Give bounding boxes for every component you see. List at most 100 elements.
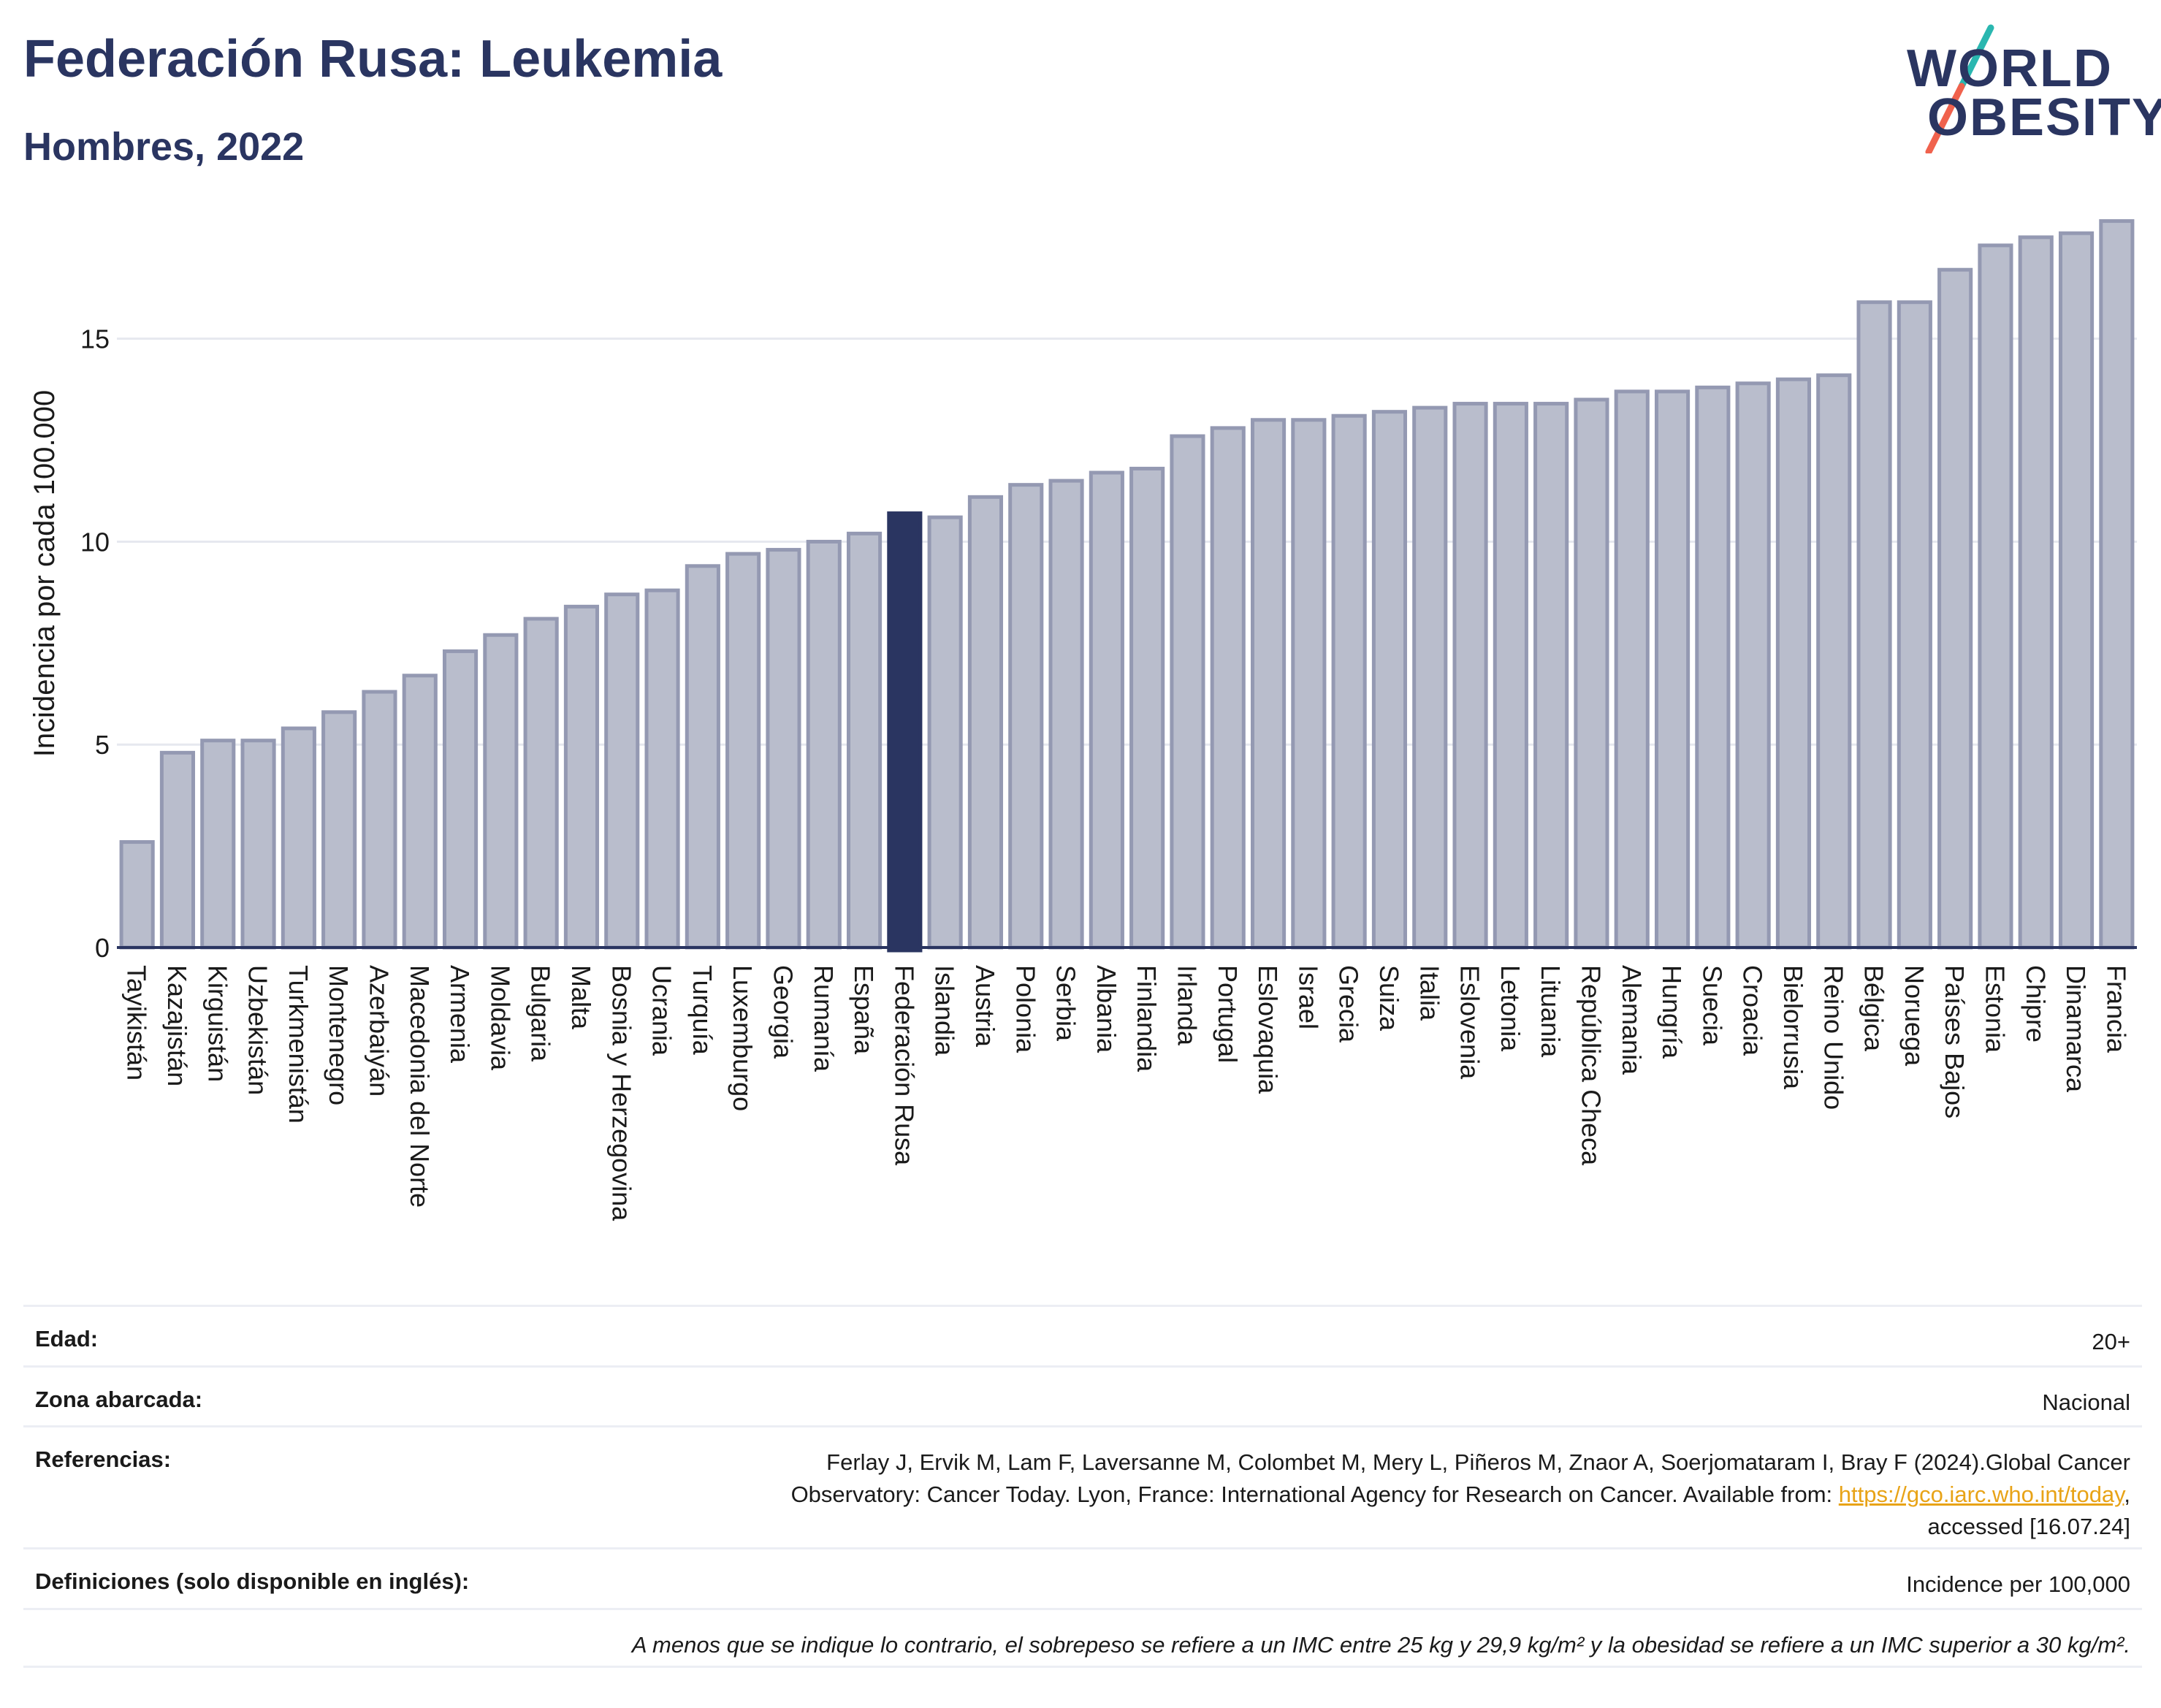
x-tick-label: República Checa xyxy=(1576,965,1606,1166)
x-tick-label: Polonia xyxy=(1010,965,1040,1053)
x-tick-label: Moldavia xyxy=(485,965,515,1071)
meta-row-references: Referencias: Ferlay J, Ervik M, Lam F, L… xyxy=(23,1425,2142,1547)
bar[interactable] xyxy=(766,548,801,950)
x-tick-label: Azerbaiyán xyxy=(364,965,394,1097)
y-tick-labels: 0 5 10 15 xyxy=(80,324,110,963)
bar[interactable] xyxy=(1493,402,1528,950)
x-tick-label: Ucrania xyxy=(647,965,677,1056)
metadata-table: Edad: 20+ Zona abarcada: Nacional Refere… xyxy=(23,1305,2142,1668)
bar[interactable] xyxy=(1250,418,1287,950)
bar[interactable] xyxy=(1574,397,1609,950)
bar[interactable] xyxy=(685,564,720,950)
x-tick-label: Francia xyxy=(2101,965,2131,1053)
x-tick-label: Noruega xyxy=(1899,965,1929,1067)
bar[interactable] xyxy=(442,649,479,950)
x-tick-label: Italia xyxy=(1414,965,1444,1021)
x-tick-label: Albania xyxy=(1091,965,1121,1053)
bar[interactable] xyxy=(1897,300,1932,950)
age-label: Edad: xyxy=(35,1326,99,1351)
x-tick-label: Bulgaria xyxy=(526,965,556,1062)
x-tick-label: Malta xyxy=(566,965,596,1030)
x-tick-label: Serbia xyxy=(1051,965,1081,1042)
bar[interactable] xyxy=(1816,373,1852,950)
bar[interactable] xyxy=(1937,267,1973,950)
bar[interactable] xyxy=(1978,243,2013,950)
bar[interactable] xyxy=(1614,389,1650,950)
x-tick-labels: Tayikistán Kazajistán Kirguistán Uzbekistán… xyxy=(122,965,2132,1221)
x-tick-label: Suiza xyxy=(1374,965,1404,1032)
x-tick-label: Montenegro xyxy=(324,965,354,1105)
y-tick-label: 0 xyxy=(95,933,110,963)
bar[interactable] xyxy=(967,495,1004,950)
definitions-value: Incidence per 100,000 xyxy=(1906,1571,2130,1597)
bar[interactable] xyxy=(806,539,842,950)
bar[interactable] xyxy=(644,588,680,950)
bar[interactable] xyxy=(402,674,438,950)
bar[interactable] xyxy=(1371,410,1408,950)
x-tick-label: Georgia xyxy=(768,965,798,1059)
bar[interactable] xyxy=(281,726,316,950)
bar[interactable] xyxy=(1291,418,1327,950)
bar[interactable] xyxy=(887,511,923,953)
meta-row-age: Edad: 20+ xyxy=(23,1305,2142,1365)
bar[interactable] xyxy=(1129,466,1165,950)
meta-row-zone: Zona abarcada: Nacional xyxy=(23,1365,2142,1425)
bar[interactable] xyxy=(1856,300,1892,950)
x-tick-label: Letonia xyxy=(1495,965,1525,1052)
x-tick-label: Turkmenistán xyxy=(283,965,313,1124)
meta-row-note: A menos que se indique lo contrario, el … xyxy=(23,1608,2142,1668)
bar[interactable] xyxy=(846,531,883,950)
bar[interactable] xyxy=(362,690,397,950)
logo-text-world: WORLD xyxy=(1907,39,2113,98)
x-tick-label: Tayikistán xyxy=(122,965,152,1080)
bar[interactable] xyxy=(1533,402,1569,950)
x-tick-label: Rumanía xyxy=(809,965,839,1072)
x-tick-label: Eslovaquia xyxy=(1253,965,1283,1094)
bar[interactable] xyxy=(1210,426,1246,950)
bar[interactable] xyxy=(200,739,236,950)
meta-row-definitions: Definiciones (solo disponible en inglés)… xyxy=(23,1547,2142,1608)
bar[interactable] xyxy=(483,633,519,950)
bar[interactable] xyxy=(159,750,196,950)
y-tick-label: 10 xyxy=(80,527,110,557)
logo-text-obesity: OBESITY xyxy=(1927,88,2161,147)
x-tick-label: Suecia xyxy=(1697,965,1727,1046)
bar[interactable] xyxy=(1695,385,1731,950)
bar[interactable] xyxy=(1089,470,1124,950)
bar[interactable] xyxy=(321,710,357,950)
x-tick-label: Hungría xyxy=(1657,965,1687,1059)
x-tick-label: España xyxy=(849,965,879,1055)
x-tick-label: Alemania xyxy=(1617,965,1647,1075)
bar[interactable] xyxy=(2099,219,2135,950)
bar[interactable] xyxy=(1170,434,1205,950)
bar[interactable] xyxy=(2018,235,2054,950)
references-link[interactable]: https://gco.iarc.who.int/today xyxy=(1838,1482,2124,1507)
bar[interactable] xyxy=(240,739,276,950)
zone-label: Zona abarcada: xyxy=(35,1387,203,1412)
bar[interactable] xyxy=(119,840,155,950)
bar[interactable] xyxy=(2058,231,2095,950)
bar[interactable] xyxy=(1008,483,1044,950)
page-title: Federación Rusa: Leukemia xyxy=(23,30,723,88)
x-tick-label: Irlanda xyxy=(1172,965,1202,1046)
x-tick-label: Uzbekistán xyxy=(243,965,273,1095)
bar[interactable] xyxy=(725,552,761,950)
bar[interactable] xyxy=(1412,405,1448,950)
footnote: A menos que se indique lo contrario, el … xyxy=(631,1632,2130,1658)
references-value: Ferlay J, Ervik M, Lam F, Laversanne M, … xyxy=(791,1446,2130,1543)
bar[interactable] xyxy=(927,515,963,950)
bar[interactable] xyxy=(523,617,559,950)
bar[interactable] xyxy=(563,604,600,950)
bar[interactable] xyxy=(1775,377,1812,950)
bar[interactable] xyxy=(1735,381,1771,950)
x-tick-label: Bélgica xyxy=(1859,965,1889,1052)
bar[interactable] xyxy=(1048,479,1084,950)
bar[interactable] xyxy=(1654,389,1691,950)
definitions-label: Definiciones (solo disponible en inglés)… xyxy=(35,1568,470,1594)
bar[interactable] xyxy=(1331,413,1367,950)
references-line1: Ferlay J, Ervik M, Lam F, Laversanne M, … xyxy=(826,1449,2130,1475)
bar[interactable] xyxy=(1452,402,1488,950)
bar[interactable] xyxy=(604,592,640,950)
x-tick-label: Países Bajos xyxy=(1940,965,1970,1118)
references-line3: accessed [16.07.24] xyxy=(1927,1514,2130,1539)
